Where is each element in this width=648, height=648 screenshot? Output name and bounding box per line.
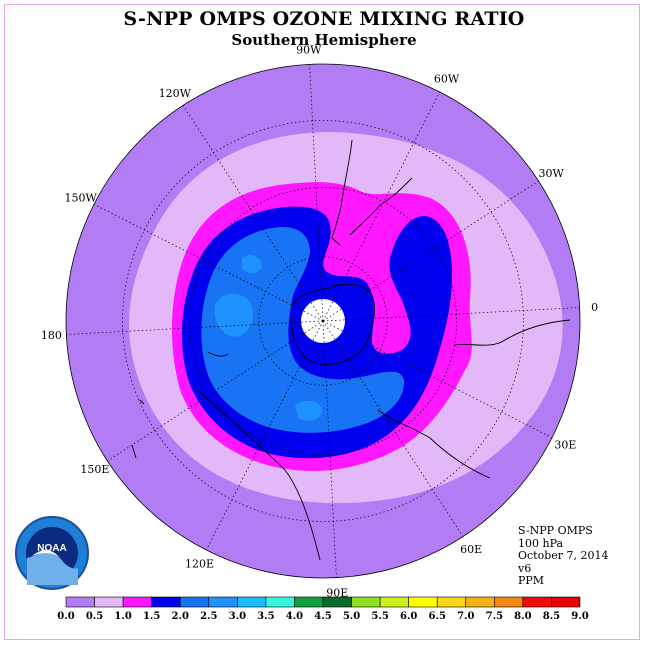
latitude-circle: [122, 120, 524, 522]
meridian-line: [206, 320, 324, 551]
colorbar-tick-label: 7.5: [486, 611, 503, 622]
info-version: v6: [518, 561, 532, 575]
colorbar-swatch: [122, 596, 152, 608]
longitude-label: 90E: [326, 587, 348, 600]
meridian-line: [322, 320, 337, 578]
graticule: [66, 64, 580, 578]
colorbar-swatch: [322, 596, 352, 608]
colorbar-swatch: [265, 596, 295, 608]
map-boundary: [65, 63, 581, 579]
longitude-labels: 90W 60W 30W 0 30E 60E 90E 120E 150E 180 150W 120W: [41, 43, 598, 599]
meridian-line: [93, 204, 324, 322]
noaa-logo-text: NOAA: [37, 543, 66, 554]
info-instrument: S-NPP OMPS: [518, 524, 593, 537]
colorbar-tick-label: 3.5: [257, 611, 274, 622]
colorbar-tick-label: 1.5: [143, 611, 160, 622]
colorbar-tick-label: 3.0: [229, 611, 246, 622]
latitude-circle: [189, 187, 457, 455]
longitude-label: 180: [41, 329, 62, 342]
colorbar-swatch: [179, 596, 210, 608]
colorbar-tick-label: 9.0: [571, 611, 588, 622]
colorbar-swatch: [436, 596, 467, 608]
colorbar-tick-label: 8.5: [543, 611, 560, 622]
colorbar-swatch: [94, 596, 124, 608]
colorbar-tick-label: 4.5: [314, 611, 331, 622]
colorbar-swatch: [151, 596, 181, 608]
longitude-label: 60W: [434, 73, 460, 86]
meridian-line: [309, 64, 324, 322]
info-units: PPM: [518, 574, 545, 587]
longitude-label: 150W: [64, 192, 97, 205]
colorbar-swatch: [465, 596, 495, 608]
band-2.0-2.5: [201, 226, 405, 433]
meridian-line: [322, 180, 539, 322]
colorbar-swatch: [379, 596, 409, 608]
colorbar-tick-label: 6.5: [429, 611, 446, 622]
longitude-label: 150E: [80, 463, 109, 476]
longitude-label: 90W: [296, 43, 322, 56]
noaa-logo: NOAA: [15, 516, 89, 590]
colorbar-tick-label: 5.5: [371, 611, 388, 622]
longitude-label: 30E: [554, 438, 576, 451]
colorbar-swatch: [294, 596, 324, 608]
meridian-line: [182, 105, 324, 322]
longitude-label: 120W: [159, 87, 192, 100]
longitude-label: 120E: [185, 557, 214, 570]
colorbar: 0.0 0.5 1.0 1.5 2.0 2.5 3.0 3.5 4.0 4.5 5.0 5.5 6.0 6…: [57, 596, 589, 622]
meridian-line: [322, 307, 580, 322]
colorbar-tick-label: 2.5: [200, 611, 217, 622]
meridian-line: [66, 320, 324, 335]
info-date: October 7, 2014: [518, 549, 609, 562]
colorbar-tick-label: 1.0: [114, 611, 131, 622]
colorbar-swatch: [65, 596, 95, 608]
map-title: S-NPP OMPS OZONE MIXING RATIO: [123, 8, 525, 30]
longitude-label: 30W: [538, 167, 564, 180]
colorbar-tick-label: 8.0: [514, 611, 531, 622]
band-2.5-3.0-c: [242, 255, 262, 274]
colorbar-tick-label: 0.0: [57, 611, 74, 622]
map-subtitle: Southern Hemisphere: [231, 31, 417, 49]
continent-outlines: [131, 139, 571, 561]
page-frame: [4, 4, 640, 640]
colorbar-tick-label: 7.0: [457, 611, 474, 622]
colorbar-tick-label: 2.0: [172, 611, 189, 622]
colorbar-swatch: [237, 596, 267, 608]
band-2.5-3.0: [214, 293, 254, 337]
colorbar-swatch: [522, 596, 552, 608]
longitude-label: 60E: [460, 543, 482, 556]
band-2.5-3.0-b: [295, 400, 322, 421]
meridian-line: [322, 320, 464, 537]
meridian-line: [322, 320, 553, 438]
colorbar-swatch: [351, 596, 381, 608]
colorbar-tick-label: 6.0: [400, 611, 417, 622]
colorbar-swatch: [208, 596, 238, 608]
info-block: S-NPP OMPS 100 hPa October 7, 2014 v6 PP…: [518, 524, 609, 588]
colorbar-swatch: [551, 596, 581, 608]
meridian-line: [107, 320, 324, 462]
colorbar-swatch: [494, 596, 524, 608]
colorbar-swatch: [408, 596, 438, 608]
longitude-label: 0: [591, 301, 598, 314]
ozone-field: [66, 64, 580, 578]
latitude-circle: [258, 256, 388, 386]
info-level: 100 hPa: [518, 536, 564, 550]
colorbar-tick-label: 0.5: [86, 611, 103, 622]
colorbar-tick-label: 5.0: [343, 611, 360, 622]
meridian-line: [322, 91, 440, 322]
colorbar-tick-label: 4.0: [286, 611, 303, 622]
